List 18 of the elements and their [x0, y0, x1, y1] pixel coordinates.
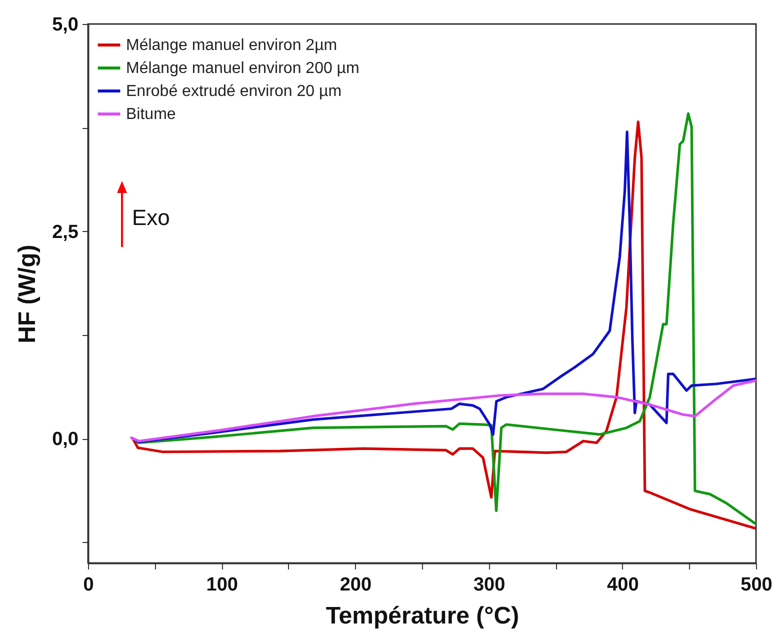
- x-tick-label: 500: [740, 574, 772, 596]
- line-series: [130, 379, 756, 442]
- y-tick-label: 5,0: [52, 14, 78, 36]
- y-tick-label: 2,5: [52, 222, 79, 243]
- x-tick-label: 300: [473, 574, 506, 596]
- legend-label: Mélange manuel environ 200 µm: [126, 60, 360, 77]
- x-tick-label: 100: [206, 574, 238, 596]
- legend-label: Enrobé extrudé environ 20 µm: [126, 83, 342, 100]
- x-axis-title: Température (°C): [326, 602, 520, 630]
- y-tick-label: 0,0: [52, 429, 78, 450]
- line-series: [132, 130, 756, 444]
- y-axis-title: HF (W/g): [14, 244, 42, 344]
- x-tick-label: 200: [340, 574, 372, 596]
- x-tick-label: 400: [607, 574, 639, 596]
- legend-label: Bitume: [126, 106, 176, 123]
- annotation: Exo: [132, 205, 170, 230]
- x-tick-label: 0: [83, 574, 94, 596]
- legend-label: Mélange manuel environ 2µm: [126, 37, 338, 54]
